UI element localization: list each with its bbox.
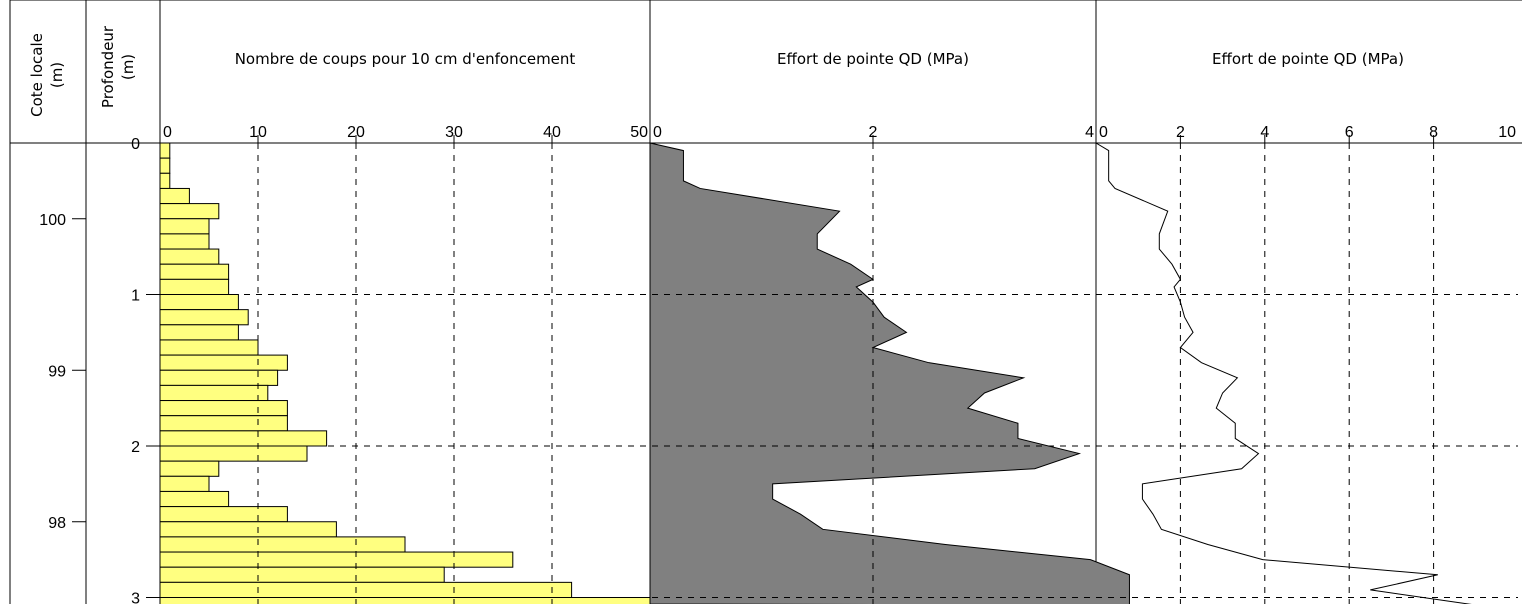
blow-count-bar (159, 460, 220, 477)
blow-count-bar (159, 263, 230, 280)
blow-count-bar (159, 172, 171, 189)
blow-count-bar (159, 581, 573, 598)
qd-wide-panel-title: Effort de pointe QD (MPa) (1212, 50, 1404, 68)
x-tick-label: 2 (1176, 124, 1185, 141)
blow-count-bar (159, 384, 269, 402)
x-tick-label: 4 (1085, 124, 1094, 141)
blow-count-bar (159, 233, 210, 250)
x-tick-label: 30 (445, 124, 463, 141)
blow-count-bar (159, 430, 328, 447)
x-tick-label: 0 (1099, 124, 1108, 141)
x-tick-label: 50 (630, 124, 648, 141)
x-tick-label: 10 (1498, 124, 1516, 141)
blow-count-bar (159, 278, 230, 296)
x-tick-label: 4 (1260, 124, 1269, 141)
blow-count-bar (159, 354, 288, 371)
cote-axis-unit: (m) (48, 62, 66, 88)
qd-panel-title: Effort de pointe QD (MPa) (777, 50, 969, 68)
blow-count-bar (159, 521, 337, 538)
blow-count-bar (159, 551, 514, 568)
blow-count-bar (159, 490, 230, 508)
blow-count-bar (159, 309, 249, 326)
blow-count-bar (159, 218, 210, 235)
x-tick-label: 20 (347, 124, 365, 141)
cote-tick-label: 99 (48, 363, 66, 380)
x-tick-label: 0 (653, 124, 662, 141)
cote-tick-label: 98 (48, 515, 66, 532)
depth-tick-label: 1 (131, 288, 140, 305)
blow-count-bar (159, 187, 190, 205)
x-tick-label: 40 (543, 124, 561, 141)
depth-tick-label: 3 (131, 591, 140, 604)
blow-count-bar (159, 506, 288, 523)
blow-count-bar (159, 415, 288, 432)
blow-count-bar (159, 369, 279, 386)
blow-count-bar (159, 142, 171, 159)
qd-area-fill (649, 142, 1130, 604)
x-tick-label: 10 (249, 124, 267, 141)
blow-count-bar (159, 445, 308, 462)
x-tick-label: 0 (163, 124, 172, 141)
blow-count-bar (159, 339, 259, 356)
blow-count-bar (159, 294, 239, 311)
blow-count-bar (159, 248, 220, 265)
cote-axis-title: Cote locale (28, 33, 46, 117)
blow-count-bar (159, 536, 406, 553)
depth-tick-label: 2 (131, 439, 140, 456)
blows-panel-title: Nombre de coups pour 10 cm d'enfoncement (235, 50, 576, 68)
blow-count-bar (159, 324, 239, 341)
depth-tick-label: 0 (131, 136, 140, 153)
qd-wide-line (1095, 142, 1472, 604)
depth-axis-unit: (m) (119, 54, 137, 80)
x-tick-label: 8 (1429, 124, 1438, 141)
blow-count-bar (159, 475, 210, 492)
blow-count-bar (159, 597, 651, 604)
blow-count-bar (159, 566, 445, 583)
x-tick-label: 6 (1345, 124, 1354, 141)
depth-axis-title: Profondeur (99, 25, 117, 108)
x-tick-label: 2 (869, 124, 878, 141)
blow-count-bar (159, 203, 220, 220)
blow-count-bar (159, 400, 288, 417)
blow-count-bar (159, 157, 171, 174)
cote-tick-label: 100 (39, 212, 66, 229)
